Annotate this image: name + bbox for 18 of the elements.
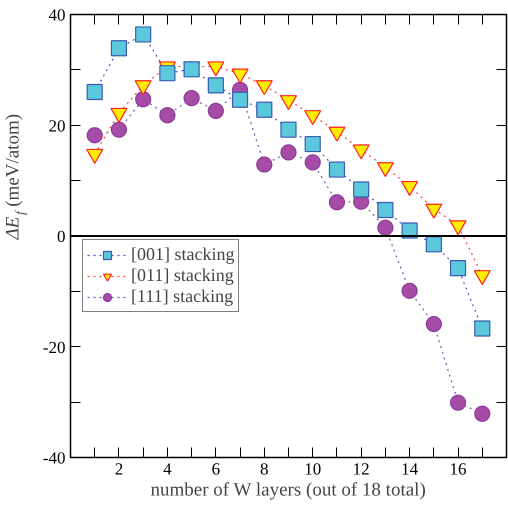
x-tick-label: 6 — [212, 460, 220, 478]
legend-label: [011] stacking — [131, 265, 234, 286]
y-tick-label: -40 — [42, 448, 66, 468]
legend-label: [111] stacking — [131, 286, 234, 307]
x-tick-label: 10 — [304, 460, 322, 478]
x-tick-label: 4 — [163, 460, 172, 478]
y-tick-label: -20 — [42, 338, 66, 357]
legend-label: [001] stacking — [131, 244, 234, 265]
x-tick-label: 12 — [352, 460, 370, 478]
x-tick-label: 8 — [260, 460, 269, 478]
y-axis-title: ΔEf (meV/atom) — [2, 114, 28, 240]
x-tick-label: 14 — [401, 460, 419, 478]
x-tick-label: 2 — [114, 460, 124, 478]
x-tick-label: 16 — [450, 460, 467, 478]
y-tick-label: 40 — [48, 6, 66, 24]
y-tick-label: 0 — [57, 227, 66, 246]
y-tick-label: 20 — [48, 116, 66, 136]
x-axis-title: number of W layers (out of 18 total) — [150, 480, 426, 500]
